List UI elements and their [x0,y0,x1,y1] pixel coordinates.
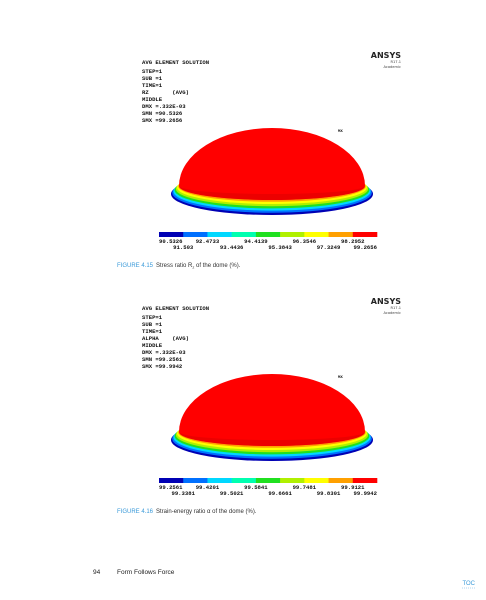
figure-caption: FIGURE 4.15 Stress ratio Rz of the dome (… [117,263,241,270]
legend-label: 96.3546 [293,238,317,245]
caption-subscript: z [192,265,194,270]
legend-label: 97.3249 [317,244,341,251]
caption-text: Stress ratio R [156,263,193,269]
solution-info: SMN =99.2561 [142,356,183,363]
solution-info: SMN =90.5326 [142,110,183,117]
dome-shade [179,432,365,446]
solution-info: AVG ELEMENT SOLUTION [142,305,209,312]
caption-label: FIGURE 4.16 [117,509,154,515]
ansys-logo: ANSYS [371,51,401,60]
solution-info: TIME=1 [142,328,163,335]
legend-swatch [352,478,378,483]
solution-info: SMX =99.9942 [142,363,183,370]
solution-info: ALPHA (AVG) [142,335,189,342]
legend-swatch [207,478,232,483]
solution-info: MIDDLE [142,96,163,103]
figure-caption: FIGURE 4.16 Strain-energy ratio α of the … [117,509,257,515]
max-marker: MX [338,130,343,134]
solution-info: DMX =.332E-03 [142,103,186,110]
solution-info: MIDDLE [142,342,163,349]
legend-label: 92.4733 [196,238,220,245]
legend-label: 90.5326 [159,238,183,245]
solution-info: RZ (AVG) [142,89,189,96]
dome-shade [179,186,365,200]
solution-info: SUB =1 [142,75,163,82]
solution-info: STEP=1 [142,314,163,321]
solution-info: SMX =99.2656 [142,117,183,124]
legend-label: 99.5021 [220,490,244,497]
caption-label: FIGURE 4.15 [117,263,154,269]
solution-info: AVG ELEMENT SOLUTION [142,59,209,66]
dome [179,128,365,200]
legend-swatch [280,232,305,237]
legend-label: 99.4201 [196,484,220,491]
caption-text: of the dome (%). [194,263,240,269]
legend-label: 99.9121 [341,484,365,491]
legend-swatch [159,232,184,237]
legend-swatch [255,232,281,237]
legend-swatch [280,478,305,483]
legend-label: 99.6661 [268,490,292,497]
legend-swatch [183,232,208,237]
solution-info: TIME=1 [142,82,163,89]
legend-swatch [255,478,281,483]
legend-swatch [207,232,232,237]
legend-swatch [304,478,329,483]
legend-label: 94.4139 [244,238,268,245]
legend-label: 99.5841 [244,484,268,491]
legend-swatch [328,478,354,483]
ansys-license: Academic [383,65,401,69]
ansys-version: R17.1 [391,306,402,310]
legend-swatch [352,232,378,237]
running-title: Form Follows Force [117,569,175,576]
legend-label: 99.2656 [354,244,378,251]
legend-label: 95.3843 [268,244,292,251]
solution-info: STEP=1 [142,68,163,75]
caption-text: Strain-energy ratio α of the dome (%). [156,509,257,515]
solution-info: DMX =.332E-03 [142,349,186,356]
ansys-license: Academic [383,311,401,315]
legend-swatch [328,232,354,237]
legend-label: 98.2952 [341,238,365,245]
legend-label: 99.2561 [159,484,183,491]
solution-info: SUB =1 [142,321,163,328]
legend-label: 99.8301 [317,490,341,497]
legend-label: 93.4436 [220,244,244,251]
legend-swatch [304,232,329,237]
legend-label: 99.7481 [293,484,317,491]
toc-link[interactable]: TOC [462,581,475,587]
legend-swatch [231,232,257,237]
ansys-logo: ANSYS [371,297,401,306]
legend-swatch [231,478,257,483]
legend-swatch [159,478,184,483]
legend-label: 99.9942 [354,490,378,497]
legend-label: 91.503 [173,244,194,251]
legend-label: 99.3381 [171,490,195,497]
ansys-version: R17.1 [391,60,402,64]
max-marker: MX [338,376,343,380]
dome [179,374,365,446]
page-number: 94 [93,569,101,576]
legend-swatch [183,478,208,483]
